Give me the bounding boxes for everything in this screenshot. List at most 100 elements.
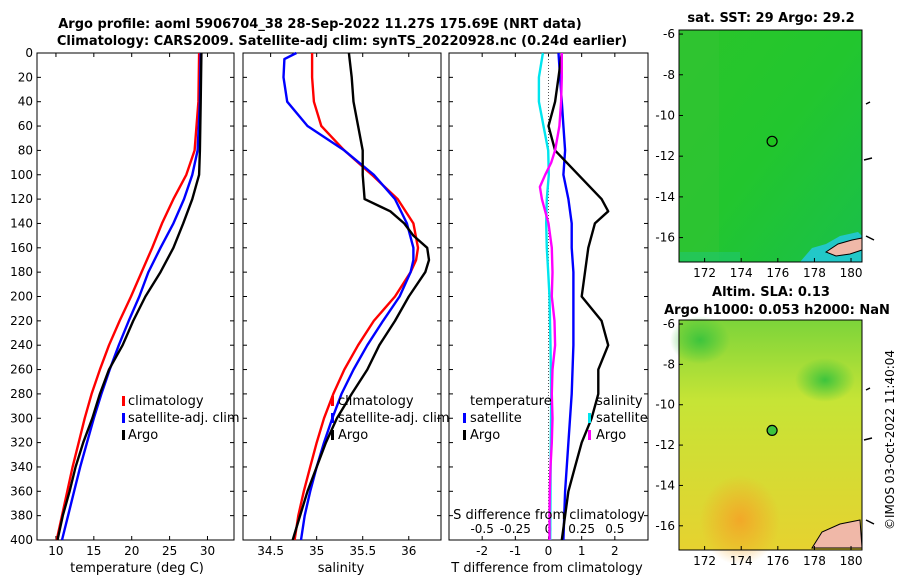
depth-tick-label: 40 (18, 95, 33, 109)
sla-map-high-anomaly (700, 475, 780, 565)
sst-map-argo-marker (766, 135, 778, 147)
sst-map-shade (680, 252, 740, 262)
legend-swatch-argo (331, 430, 334, 440)
map-y-tick-label: -14 (655, 190, 675, 204)
legend-swatch-argo (122, 430, 125, 440)
x-tick-label: 36 (401, 544, 416, 558)
depth-tick-label: 0 (25, 46, 33, 60)
temperature-axes: 10 15 20 25 30 (36, 52, 235, 558)
series-salinity-satellite (537, 52, 553, 541)
map-x-tick-label: 176 (766, 266, 789, 280)
difference-xlabel-top: S difference from climatology (453, 508, 645, 523)
legend-label-satellite: satellite-adj. clim (128, 411, 240, 426)
map-y-tick-label: -6 (663, 27, 675, 41)
x-tick-label: 34.5 (257, 544, 284, 558)
legend-title-salinity: salinity (596, 394, 643, 409)
x-tick-label: 0 (545, 544, 553, 558)
depth-tick-label: 220 (10, 314, 33, 328)
sst-map-texture (679, 30, 719, 260)
depth-tick-label: 200 (10, 290, 33, 304)
sla-map-coast-marks (863, 387, 875, 525)
legend-swatch-s-satellite (588, 413, 591, 423)
depth-tick-label: 240 (10, 338, 33, 352)
sst-map-coast-marks (863, 101, 875, 241)
temperature-legend: climatology satellite-adj. clim Argo (122, 394, 240, 443)
legend-label-s-satellite: satellite (596, 411, 648, 426)
x-tick-label: 35.5 (349, 544, 376, 558)
sla-map-low-anomaly-2 (670, 316, 730, 364)
s-tick-label: 0.25 (568, 522, 595, 536)
map-x-tick-label: 178 (803, 554, 826, 568)
difference-xlabel: T difference from climatology (450, 561, 643, 576)
sst-map-title: sat. SST: 29 Argo: 29.2 (687, 11, 854, 26)
map-x-tick-label: 172 (693, 266, 716, 280)
difference-legend: temperature satellite Argo salinity sate… (463, 394, 648, 443)
sst-map: sat. SST: 29 Argo: 29.2 172 174 176 178 180 -… (655, 11, 875, 280)
imos-credit: ©IMOS 03-Oct-2022 11:40:04 (883, 350, 897, 530)
depth-tick-label: 300 (10, 411, 33, 425)
depth-tick-label: 260 (10, 363, 33, 377)
map-x-tick-label: 176 (766, 554, 789, 568)
depth-tick-label: 100 (10, 168, 33, 182)
depth-tick-label: 120 (10, 192, 33, 206)
sst-map-frame (678, 29, 863, 263)
map-y-tick-label: -12 (655, 438, 675, 452)
temperature-frame (36, 52, 235, 541)
x-tick-label: 10 (48, 544, 63, 558)
series-argo (56, 52, 203, 541)
salinity-frame (242, 52, 442, 541)
legend-swatch-climatology (122, 396, 125, 406)
series-temperature-argo (547, 52, 610, 541)
series-temperature-satellite (557, 52, 575, 541)
sla-map: Altim. SLA: 0.13 Argo h1000: 0.053 h2000… (655, 285, 889, 568)
sla-map-argo-marker (766, 424, 778, 436)
sla-map-frame (678, 319, 863, 551)
depth-tick-labels: 0 20 40 60 80 100 120 140 160 180 200 220 240 260 280 3… (10, 46, 33, 547)
legend-swatch-t-satellite (463, 413, 466, 423)
map-x-tick-label: 172 (693, 554, 716, 568)
legend-label-satellite: satellite-adj. clim (338, 411, 450, 426)
figure-title-line2: Climatology: CARS2009. Satellite-adj cli… (57, 34, 627, 49)
depth-tick-label: 20 (18, 70, 33, 84)
figure-title-line1: Argo profile: aoml 5906704_38 28-Sep-202… (58, 17, 582, 32)
sla-map-ticks: 172 174 176 178 180 -6 -8 -10 -12 -14 -16 (655, 317, 862, 568)
series-climatology (55, 52, 201, 541)
x-tick-label: 35 (309, 544, 324, 558)
map-y-tick-label: -6 (663, 317, 675, 331)
map-y-tick-label: -12 (655, 149, 675, 163)
x-tick-label: -1 (509, 544, 521, 558)
sla-map-low-anomaly (795, 358, 855, 402)
map-x-tick-label: 180 (840, 554, 863, 568)
salinity-legend: climatology satellite-adj. clim Argo (331, 394, 450, 443)
s-tick-label: 0.5 (605, 522, 624, 536)
s-tick-label: -0.5 (470, 522, 493, 536)
depth-tick-label: 60 (18, 119, 33, 133)
map-x-tick-label: 178 (803, 266, 826, 280)
depth-tick-label: 140 (10, 216, 33, 230)
series-climatology (293, 53, 420, 541)
series-argo (291, 52, 431, 541)
series-salinity-argo (538, 53, 563, 540)
depth-tick-label: 280 (10, 387, 33, 401)
map-y-tick-label: -8 (663, 357, 675, 371)
legend-label-climatology: climatology (128, 394, 204, 409)
legend-swatch-climatology (331, 396, 334, 406)
s-tick-label: -0.25 (500, 522, 531, 536)
x-tick-label: 2 (611, 544, 619, 558)
depth-tick-label: 160 (10, 241, 33, 255)
legend-label-argo: Argo (128, 428, 158, 443)
map-x-tick-label: 174 (730, 554, 753, 568)
x-tick-label: 1 (578, 544, 586, 558)
legend-swatch-s-argo (588, 430, 591, 440)
difference-axes: -2 -1 0 1 2-0.5 -0.25 0 0.25 0.5 (448, 52, 649, 558)
sla-map-title-line1: Altim. SLA: 0.13 (712, 285, 830, 300)
depth-tick-label: 380 (10, 509, 33, 523)
depth-tick-label: 360 (10, 484, 33, 498)
salinity-axes: 34.5 35 35.5 36 (242, 51, 442, 558)
legend-label-t-satellite: satellite (470, 411, 522, 426)
depth-tick-label: 340 (10, 460, 33, 474)
series-satellite-adj-clim (60, 52, 202, 541)
map-y-tick-label: -14 (655, 478, 675, 492)
x-tick-label: 15 (86, 544, 101, 558)
